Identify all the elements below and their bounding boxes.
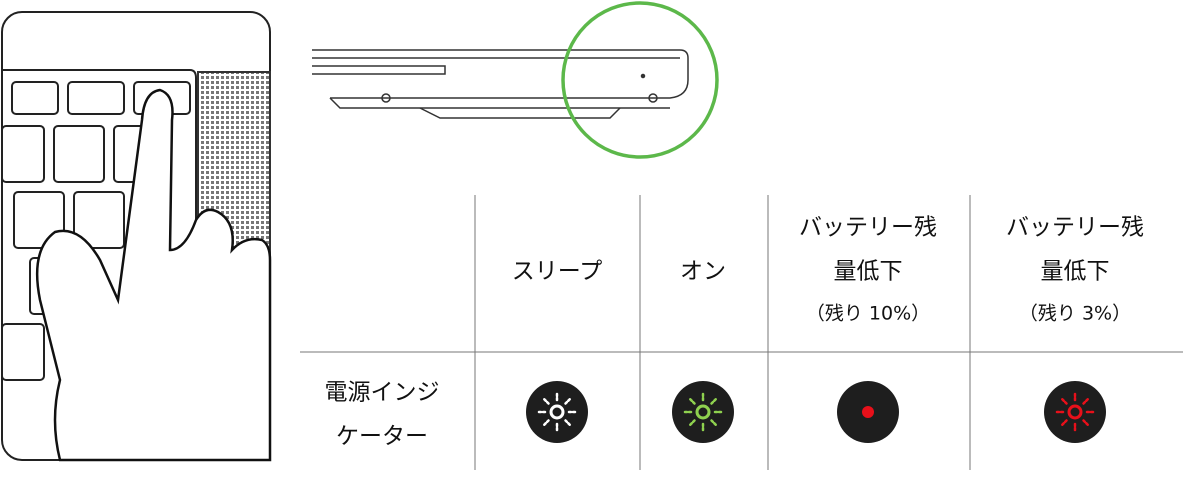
indicator-icons [526, 381, 1106, 443]
column-header: 量低下 [834, 259, 903, 285]
column-header: バッテリー残 [799, 215, 937, 241]
indicator-ring [695, 404, 711, 420]
indicator-ray [1082, 398, 1089, 405]
indicator-ray [543, 419, 550, 426]
indicator-ray [689, 419, 696, 426]
row-label: ケーター [336, 424, 428, 450]
indicator-ray [564, 419, 571, 426]
column-header: （残り 3%） [1019, 303, 1131, 325]
indicator-ray [689, 398, 696, 405]
indicator-ray [1061, 398, 1068, 405]
indicator-background [526, 381, 588, 443]
indicator-ring [1067, 404, 1083, 420]
column-header: バッテリー残 [1006, 215, 1144, 241]
keyboard-illustration [1, 11, 272, 462]
column-header: （残り 10%） [806, 303, 930, 325]
column-header: 量低下 [1041, 259, 1110, 285]
indicator-background [1044, 381, 1106, 443]
indicator-background [672, 381, 734, 443]
indicator-ray [1082, 419, 1089, 426]
indicator-dot [862, 406, 874, 418]
row-label: 電源インジ [325, 380, 440, 406]
indicator-ray [564, 398, 571, 405]
column-header: スリープ [512, 259, 603, 285]
indicator-ray [710, 419, 717, 426]
indicator-ray [710, 398, 717, 405]
indicator-ring [549, 404, 565, 420]
indicator-ray [1061, 419, 1068, 426]
column-header: オン [680, 259, 726, 285]
table-grid [300, 195, 1183, 470]
indicator-ray [543, 398, 550, 405]
laptop-side-illustration [312, 1, 719, 159]
